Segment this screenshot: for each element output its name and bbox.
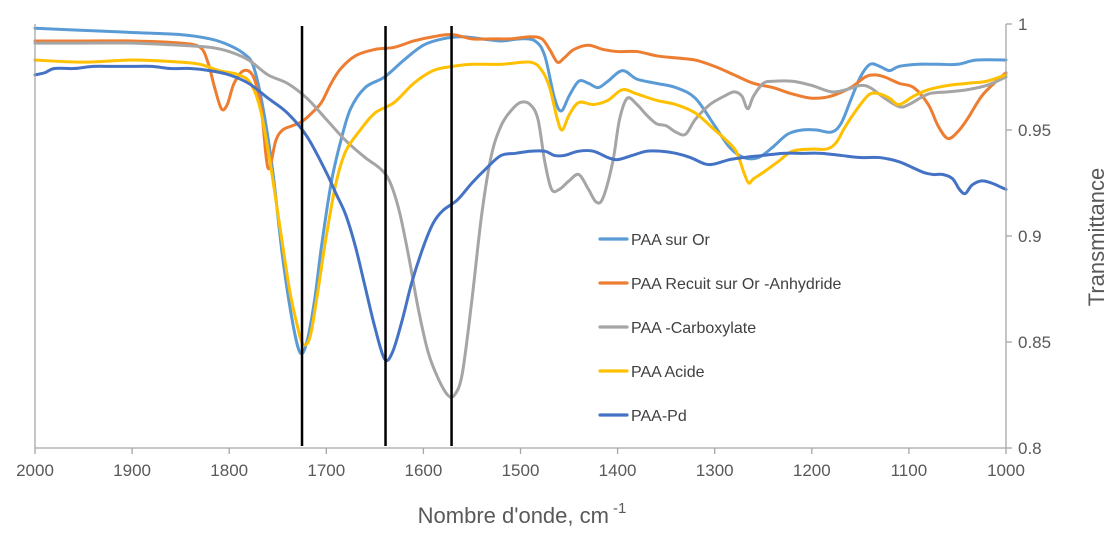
legend-label: PAA sur Or — [631, 232, 711, 249]
series-line-paa-sur-or — [33, 26, 1008, 356]
x-tick-label: 1000 — [987, 461, 1025, 480]
x-tick-label: 2000 — [16, 461, 54, 480]
y-tick-label: 0.85 — [1018, 333, 1051, 352]
legend-label: PAA -Carboxylate — [631, 320, 756, 337]
x-tick-label: 1900 — [113, 461, 151, 480]
series-line-paa-recuit-sur-or-anhydride — [33, 33, 1008, 171]
series-layer — [33, 26, 1008, 399]
y-tick-labels: 0.8 0.85 0.9 0.95 1 — [1006, 15, 1051, 458]
legend-label: PAA-Pd — [631, 408, 687, 425]
y-axis-title: Transmittance — [1084, 168, 1109, 307]
series-line-paa-acide — [33, 58, 1008, 347]
x-tick-label: 1100 — [891, 461, 928, 480]
x-tick-label: 1800 — [210, 461, 248, 480]
series-line-paa-pd — [33, 64, 1008, 363]
legend: PAA sur Or PAA Recuit sur Or -Anhydride PA… — [598, 232, 842, 425]
x-tick-label: 1600 — [404, 461, 442, 480]
x-tick-label: 1200 — [793, 461, 831, 480]
y-tick-label: 0.9 — [1018, 227, 1042, 246]
x-tick-label: 1500 — [502, 461, 540, 480]
y-tick-label: 0.8 — [1018, 439, 1042, 458]
series-line-paa-carboxylate — [33, 41, 1008, 399]
y-tick-label: 0.95 — [1018, 121, 1051, 140]
y-tick-label: 1 — [1018, 15, 1027, 34]
legend-label: PAA Acide — [631, 364, 705, 381]
x-tick-labels: 2000 1900 1800 1700 1600 1500 1400 1300 1200 1100… — [16, 448, 1025, 480]
x-tick-label: 1700 — [307, 461, 345, 480]
x-tick-label: 1300 — [696, 461, 734, 480]
x-axis-title: Nombre d'onde, cm -1 — [418, 500, 627, 528]
reference-lines — [300, 26, 453, 446]
x-tick-label: 1400 — [599, 461, 637, 480]
legend-label: PAA Recuit sur Or -Anhydride — [631, 276, 842, 293]
